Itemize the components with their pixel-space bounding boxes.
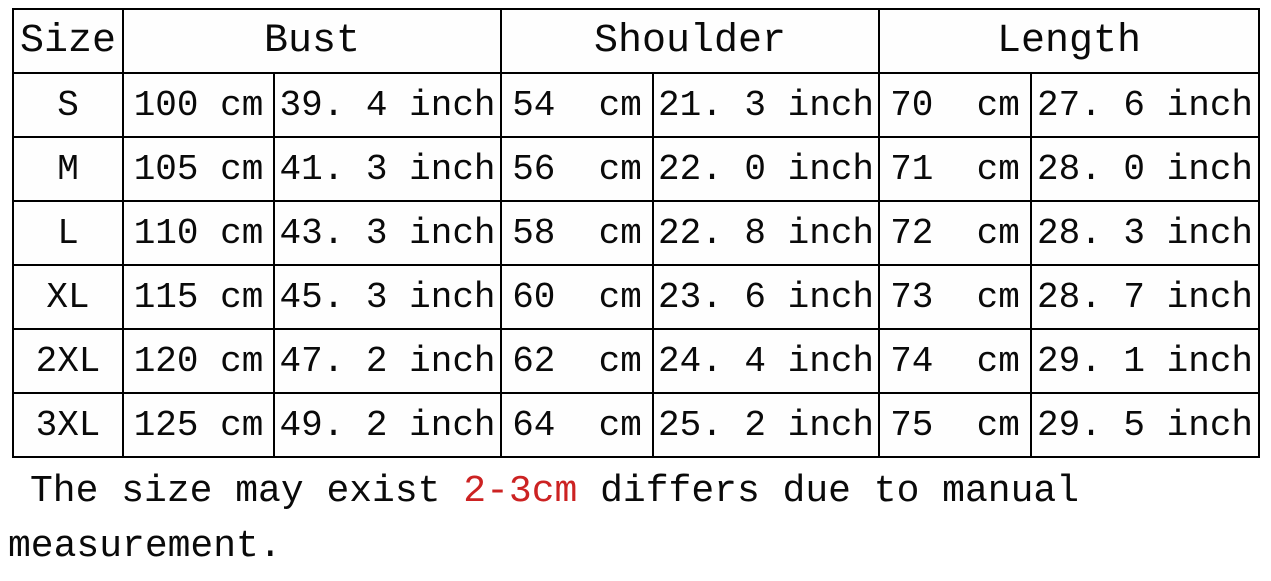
- size-cell: M: [12, 136, 124, 202]
- note-suffix: differs due to manual measurement.: [8, 470, 1079, 569]
- shoulder-inch-cell: 22. 0 inch: [652, 136, 881, 202]
- shoulder-cm-cell: 58 cm: [500, 200, 655, 266]
- bust-cm-cell: 100 cm: [122, 72, 275, 138]
- length-inch-cell: 29. 5 inch: [1030, 392, 1261, 458]
- bust-inch-cell: 45. 3 inch: [272, 264, 503, 330]
- bust-cm-cell: 105 cm: [122, 136, 275, 202]
- length-inch-cell: 28. 3 inch: [1030, 200, 1261, 266]
- note-tolerance-highlight: 2-3cm: [463, 470, 578, 513]
- size-cell: L: [12, 200, 124, 266]
- table-row-3xl: 3XL 125 cm 49. 2 inch 64 cm 25. 2 inch 7…: [12, 392, 1261, 458]
- length-inch-cell: 29. 1 inch: [1030, 328, 1261, 394]
- shoulder-cm-cell: 62 cm: [500, 328, 655, 394]
- bust-inch-cell: 41. 3 inch: [272, 136, 503, 202]
- note-prefix: The size may exist: [30, 470, 464, 513]
- bust-inch-cell: 43. 3 inch: [272, 200, 503, 266]
- length-cm-cell: 73 cm: [878, 264, 1033, 330]
- length-cm-cell: 75 cm: [878, 392, 1033, 458]
- shoulder-cm-cell: 56 cm: [500, 136, 655, 202]
- bust-inch-cell: 39. 4 inch: [272, 72, 503, 138]
- length-cm-cell: 70 cm: [878, 72, 1033, 138]
- table-row-xl: XL 115 cm 45. 3 inch 60 cm 23. 6 inch 73…: [12, 264, 1261, 330]
- size-chart-table: Size Bust Shoulder Length S 100 cm 39. 4…: [12, 8, 1261, 458]
- bust-cm-cell: 120 cm: [122, 328, 275, 394]
- length-inch-cell: 28. 0 inch: [1030, 136, 1261, 202]
- length-cm-cell: 74 cm: [878, 328, 1033, 394]
- size-cell: XL: [12, 264, 124, 330]
- shoulder-inch-cell: 24. 4 inch: [652, 328, 881, 394]
- size-cell: S: [12, 72, 124, 138]
- measurement-note: The size may exist 2-3cm differs due to …: [8, 464, 1248, 574]
- header-shoulder: Shoulder: [500, 8, 881, 74]
- shoulder-inch-cell: 21. 3 inch: [652, 72, 881, 138]
- header-row: Size Bust Shoulder Length: [12, 8, 1261, 74]
- bust-cm-cell: 110 cm: [122, 200, 275, 266]
- header-size: Size: [12, 8, 124, 74]
- length-inch-cell: 27. 6 inch: [1030, 72, 1261, 138]
- shoulder-inch-cell: 23. 6 inch: [652, 264, 881, 330]
- length-inch-cell: 28. 7 inch: [1030, 264, 1261, 330]
- header-length: Length: [878, 8, 1261, 74]
- shoulder-cm-cell: 64 cm: [500, 392, 655, 458]
- bust-cm-cell: 115 cm: [122, 264, 275, 330]
- size-cell: 2XL: [12, 328, 124, 394]
- length-cm-cell: 72 cm: [878, 200, 1033, 266]
- shoulder-inch-cell: 22. 8 inch: [652, 200, 881, 266]
- bust-inch-cell: 47. 2 inch: [272, 328, 503, 394]
- bust-cm-cell: 125 cm: [122, 392, 275, 458]
- bust-inch-cell: 49. 2 inch: [272, 392, 503, 458]
- table-row-l: L 110 cm 43. 3 inch 58 cm 22. 8 inch 72 …: [12, 200, 1261, 266]
- length-cm-cell: 71 cm: [878, 136, 1033, 202]
- shoulder-cm-cell: 54 cm: [500, 72, 655, 138]
- shoulder-cm-cell: 60 cm: [500, 264, 655, 330]
- size-cell: 3XL: [12, 392, 124, 458]
- shoulder-inch-cell: 25. 2 inch: [652, 392, 881, 458]
- header-bust: Bust: [121, 8, 503, 74]
- size-chart-page: Size Bust Shoulder Length S 100 cm 39. 4…: [0, 8, 1271, 581]
- table-row-s: S 100 cm 39. 4 inch 54 cm 21. 3 inch 70 …: [12, 72, 1261, 138]
- table-row-m: M 105 cm 41. 3 inch 56 cm 22. 0 inch 71 …: [12, 136, 1261, 202]
- table-row-2xl: 2XL 120 cm 47. 2 inch 62 cm 24. 4 inch 7…: [12, 328, 1261, 394]
